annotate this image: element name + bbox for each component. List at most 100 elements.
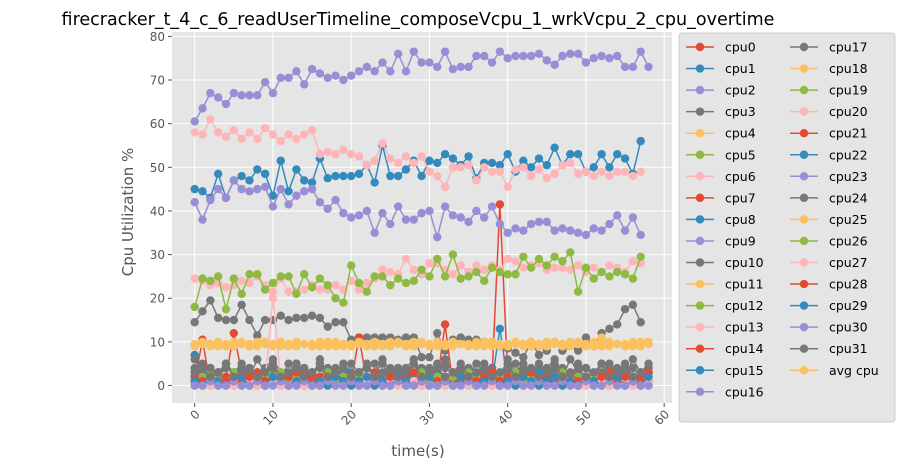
legend-marker xyxy=(799,85,809,95)
data-point xyxy=(519,252,528,261)
data-point xyxy=(378,139,387,148)
data-point xyxy=(401,254,411,264)
legend-label: cpu11 xyxy=(725,277,764,292)
data-point xyxy=(519,368,528,377)
data-point xyxy=(503,150,512,159)
data-point xyxy=(573,261,583,270)
data-point xyxy=(433,254,442,264)
data-point xyxy=(464,339,473,349)
data-point xyxy=(566,248,575,257)
data-point xyxy=(229,126,239,135)
legend-item: cpu10 xyxy=(686,255,764,270)
data-point xyxy=(597,150,606,159)
data-point xyxy=(206,88,215,98)
data-point xyxy=(198,381,207,390)
data-point xyxy=(417,171,426,181)
data-point xyxy=(558,339,567,349)
y-tick-label: 0 xyxy=(157,379,165,393)
data-point xyxy=(495,339,505,349)
legend-marker xyxy=(695,129,705,138)
data-point xyxy=(221,99,231,109)
data-point xyxy=(229,328,239,338)
data-point xyxy=(213,184,223,194)
data-point xyxy=(292,363,301,373)
data-point xyxy=(558,160,567,170)
data-point xyxy=(260,315,270,325)
legend: cpu0 cpu1 cpu2 cpu3 cpu4 cpu5 cpu6 cpu7 cpu8 cpu9… xyxy=(678,32,896,423)
legend-marker xyxy=(799,215,809,224)
data-point xyxy=(300,80,309,89)
data-point xyxy=(417,339,426,349)
data-point xyxy=(245,270,254,279)
legend-item: cpu31 xyxy=(790,341,868,356)
data-point xyxy=(331,318,340,327)
data-point xyxy=(307,283,317,292)
data-point xyxy=(472,381,481,390)
data-point xyxy=(253,355,262,364)
data-point xyxy=(613,267,622,277)
data-point xyxy=(542,381,552,390)
legend-label: cpu21 xyxy=(829,126,868,141)
data-point xyxy=(245,339,254,349)
data-point xyxy=(354,339,364,349)
data-point xyxy=(589,171,598,181)
data-point xyxy=(346,171,356,181)
data-point xyxy=(495,160,505,170)
data-point xyxy=(503,359,512,368)
data-point xyxy=(190,128,199,137)
data-point xyxy=(284,381,293,390)
data-point xyxy=(558,263,567,272)
data-point xyxy=(566,150,575,159)
data-point xyxy=(503,254,512,264)
data-point xyxy=(566,368,575,377)
data-point xyxy=(370,372,379,382)
data-point xyxy=(190,342,199,351)
legend-label: cpu15 xyxy=(725,363,764,378)
data-point xyxy=(550,381,559,390)
data-point xyxy=(378,368,387,377)
data-point xyxy=(307,381,317,390)
data-point xyxy=(534,154,544,163)
data-point xyxy=(448,381,458,390)
legend-label: cpu28 xyxy=(829,277,868,292)
data-point xyxy=(292,165,301,174)
data-point xyxy=(260,339,270,349)
data-point xyxy=(480,339,489,349)
data-point xyxy=(433,381,442,390)
series-cpu12 xyxy=(190,248,645,314)
data-point xyxy=(620,381,630,390)
series-cpu1 xyxy=(190,136,645,203)
data-point xyxy=(284,359,293,368)
data-point xyxy=(417,152,426,161)
legend-item: cpu0 xyxy=(686,40,756,55)
data-point xyxy=(198,187,207,196)
legend-marker xyxy=(695,258,705,267)
data-point xyxy=(558,372,567,382)
data-point xyxy=(534,359,544,368)
data-point xyxy=(605,324,614,333)
data-point xyxy=(268,202,278,211)
data-point xyxy=(644,339,653,349)
legend-label: cpu27 xyxy=(829,255,868,270)
legend-label: cpu13 xyxy=(725,320,764,335)
legend-label: cpu19 xyxy=(829,83,868,98)
data-point xyxy=(519,156,528,165)
data-point xyxy=(495,368,505,377)
data-point xyxy=(198,215,207,224)
data-point xyxy=(393,202,403,211)
data-point xyxy=(550,263,559,272)
data-point xyxy=(198,339,207,349)
legend-label: avg cpu xyxy=(829,363,879,378)
data-point xyxy=(237,91,246,100)
data-point xyxy=(628,274,638,283)
series-cpu9 xyxy=(190,176,645,242)
data-point xyxy=(480,276,489,285)
data-point xyxy=(605,261,614,270)
data-point xyxy=(268,88,278,98)
data-point xyxy=(393,363,403,373)
legend-label: cpu17 xyxy=(829,40,868,55)
data-point xyxy=(245,372,254,382)
data-point xyxy=(456,339,465,349)
data-point xyxy=(370,339,379,349)
data-point xyxy=(519,51,528,61)
